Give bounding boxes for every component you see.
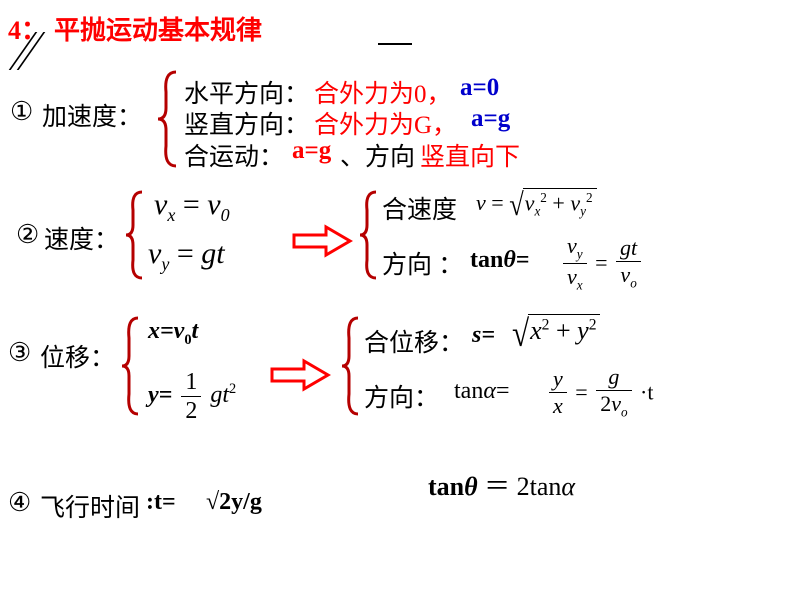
s4-t-eq: :t= xyxy=(146,489,176,516)
section-2-label: 速度： xyxy=(44,220,119,256)
formula-tan-theta: vy vx = gt vo xyxy=(560,235,644,291)
section-4-label: 飞行时间 xyxy=(40,488,140,524)
brace-3b xyxy=(340,316,362,416)
s1-line3-b: a=g xyxy=(292,137,331,165)
brace-1 xyxy=(156,70,180,168)
formula-tan-alpha: y x = g 22vvo ·t xyxy=(546,366,654,419)
brace-3a xyxy=(120,316,142,416)
s3-s-eq: s= xyxy=(472,322,495,349)
s2-res-label1: 合速度 xyxy=(382,190,457,226)
arrow-1 xyxy=(292,224,354,258)
section-1-label: 加速度： xyxy=(42,97,142,133)
formula-s-combined: √ x2 + y2 xyxy=(512,314,600,347)
decoration-overline xyxy=(378,43,412,45)
s1-line2-a: 竖直方向： xyxy=(184,105,309,141)
s1-line2-c: a=g xyxy=(471,105,510,133)
s2-res-label2: 方向 ： xyxy=(382,245,463,281)
brace-2a xyxy=(124,190,146,280)
tan-theta-label: tanθ= xyxy=(470,247,530,274)
s3-res-label1: 合位移： xyxy=(364,323,464,359)
formula-vx: vx = v0 xyxy=(154,188,230,226)
relation-tan: tanθ ＝ 2tanα xyxy=(428,466,575,503)
formula-vy: vy = gt xyxy=(148,237,225,275)
s1-line3-c: 、方向 xyxy=(340,137,415,173)
s3-res-label2: 方向： xyxy=(364,378,439,414)
s1-line2-b: 合外力为G， xyxy=(314,105,457,141)
formula-y: y= 1 2 gt2 xyxy=(148,370,236,423)
section-3-label: 位移： xyxy=(40,338,115,374)
formula-flight-time: √2y/g xyxy=(206,489,262,516)
tan-alpha-label: tanα= xyxy=(454,378,509,405)
s1-line1-c: a=0 xyxy=(460,74,499,102)
title-text: 平抛运动基本规律 xyxy=(54,10,262,47)
arrow-2 xyxy=(270,358,332,392)
formula-x: x=v0t xyxy=(148,318,198,349)
section-1-number: ① xyxy=(10,97,33,127)
formula-v-combined: v = √ vx2 + vy2 xyxy=(476,188,597,220)
section-3-number: ③ xyxy=(8,338,31,368)
section-4-number: ④ xyxy=(8,488,31,518)
brace-2b xyxy=(358,190,380,280)
s1-line3-d: 竖直向下 xyxy=(420,137,520,173)
section-2-number: ② xyxy=(16,220,39,250)
s1-line3-a: 合运动： xyxy=(184,137,284,173)
